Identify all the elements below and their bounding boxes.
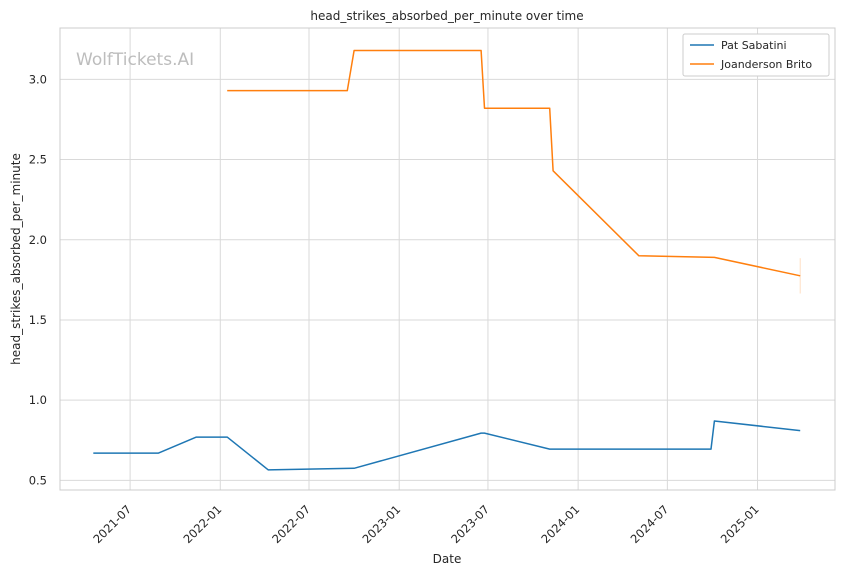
watermark: WolfTickets.AI (76, 50, 194, 70)
y-tick-label: 1.0 (29, 393, 47, 407)
y-tick-label: 0.5 (29, 473, 47, 487)
y-tick-label: 1.5 (29, 313, 47, 327)
chart-title: head_strikes_absorbed_per_minute over ti… (310, 9, 583, 23)
y-tick-label: 2.5 (29, 153, 47, 167)
y-tick-label: 3.0 (29, 72, 47, 86)
grid (60, 28, 835, 490)
x-tick-label: 2024-07 (628, 502, 672, 546)
x-axis-label: Date (433, 552, 462, 566)
tick-labels: 2021-07 2022-01 2022-07 2023-01 2023-07 2024-… (29, 72, 762, 546)
x-tick-label: 2021-07 (90, 502, 134, 546)
legend-label-joanderson-brito: Joanderson Brito (720, 58, 812, 71)
series-lines (93, 49, 801, 471)
legend-box (682, 33, 830, 77)
x-tick-label: 2024-01 (538, 502, 582, 546)
y-tick-label: 2.0 (29, 233, 47, 247)
x-tick-label: 2023-07 (448, 502, 492, 546)
legend: Pat Sabatini Joanderson Brito (682, 33, 830, 77)
x-tick-label: 2022-07 (269, 502, 313, 546)
series-line-pat-sabatini (93, 420, 801, 471)
x-tick-label: 2025-01 (718, 502, 762, 546)
x-tick-label: 2023-01 (359, 502, 403, 546)
legend-label-pat-sabatini: Pat Sabatini (721, 39, 787, 52)
plot-frame (59, 27, 836, 491)
y-axis-label: head_strikes_absorbed_per_minute (9, 153, 23, 365)
series-line-joanderson-brito (227, 49, 801, 277)
x-tick-label: 2022-01 (181, 502, 225, 546)
